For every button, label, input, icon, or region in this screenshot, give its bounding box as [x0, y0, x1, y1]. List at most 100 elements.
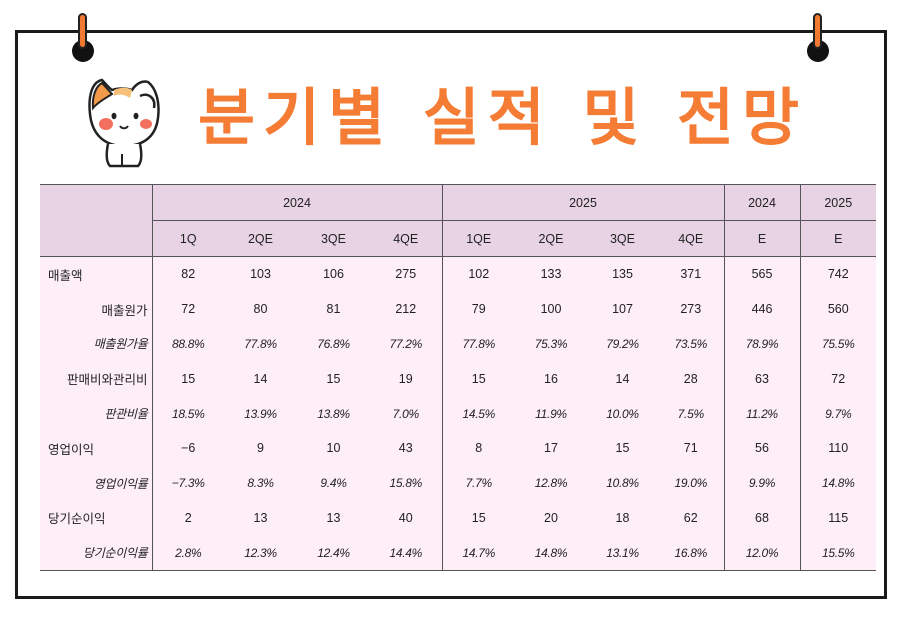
value-cell: 18.5% [152, 396, 224, 431]
value-cell: 75.3% [515, 326, 587, 362]
right-pin-clip-icon [813, 13, 822, 49]
value-cell: 72 [800, 361, 876, 397]
value-cell: 14.5% [442, 396, 515, 431]
table-row: 영업이익률 −7.3% 8.3% 9.4% 15.8% 7.7% 12.8% 10.8% 19.… [40, 465, 876, 501]
row-label: 판매비와관리비 [40, 361, 153, 397]
value-cell: 14.8% [515, 535, 587, 572]
value-cell: −7.3% [152, 465, 224, 501]
value-cell: 75.5% [800, 326, 876, 362]
value-cell: 12.3% [224, 535, 297, 572]
value-cell: 9.9% [724, 465, 801, 501]
table-body: 매출액 82 103 106 275 102 133 135 371 565 742 매출원가 72 80… [40, 256, 876, 572]
value-cell: 11.2% [724, 396, 801, 431]
period-cell: 2QE [515, 220, 587, 257]
value-cell: 14.4% [370, 535, 443, 572]
value-cell: 15 [297, 361, 370, 397]
value-cell: 16 [515, 361, 587, 397]
value-cell: 17 [515, 430, 587, 466]
value-cell: 77.2% [370, 326, 443, 362]
value-cell: 43 [370, 430, 443, 466]
value-cell: 15 [152, 361, 224, 397]
value-cell: 10 [297, 430, 370, 466]
value-cell: 18 [587, 500, 658, 536]
period-cell: 2QE [224, 220, 297, 257]
value-cell: 106 [297, 256, 370, 292]
value-cell: 7.5% [658, 396, 725, 431]
value-cell: 560 [800, 291, 876, 327]
value-cell: 15 [442, 500, 515, 536]
value-cell: 13.1% [587, 535, 658, 572]
value-cell: 275 [370, 256, 443, 292]
value-cell: 107 [587, 291, 658, 327]
value-cell: 103 [224, 256, 297, 292]
table-row: 영업이익 −6 9 10 43 8 17 15 71 56 110 [40, 430, 876, 466]
right-pin-icon [807, 40, 829, 62]
value-cell: 16.8% [658, 535, 725, 572]
period-cell: E [724, 220, 801, 257]
value-cell: 80 [224, 291, 297, 327]
period-cell: 3QE [587, 220, 658, 257]
value-cell: 9 [224, 430, 297, 466]
table-row: 매출원가 72 80 81 212 79 100 107 273 446 560 [40, 291, 876, 327]
value-cell: 79 [442, 291, 515, 327]
year-2024-quarterly: 2024 [152, 184, 443, 221]
value-cell: 19.0% [658, 465, 725, 501]
cat-mascot-icon [88, 78, 160, 168]
value-cell: 133 [515, 256, 587, 292]
value-cell: 7.7% [442, 465, 515, 501]
value-cell: 273 [658, 291, 725, 327]
value-cell: 9.4% [297, 465, 370, 501]
period-cell: 4QE [370, 220, 443, 257]
period-cell: 1Q [152, 220, 224, 257]
value-cell: 14.7% [442, 535, 515, 572]
row-label: 판관비율 [40, 396, 153, 431]
value-cell: 82 [152, 256, 224, 292]
value-cell: 12.4% [297, 535, 370, 572]
value-cell: −6 [152, 430, 224, 466]
value-cell: 100 [515, 291, 587, 327]
row-label: 영업이익률 [40, 465, 153, 501]
value-cell: 2 [152, 500, 224, 536]
value-cell: 8.3% [224, 465, 297, 501]
row-label: 매출액 [40, 256, 153, 292]
value-cell: 446 [724, 291, 801, 327]
table-row: 매출원가율 88.8% 77.8% 76.8% 77.2% 77.8% 75.3% 79.2%… [40, 326, 876, 362]
table-row: 당기순이익률 2.8% 12.3% 12.4% 14.4% 14.7% 14.8% 13.1%… [40, 535, 876, 572]
value-cell: 62 [658, 500, 725, 536]
value-cell: 63 [724, 361, 801, 397]
value-cell: 212 [370, 291, 443, 327]
year-2024-annual: 2024 [724, 184, 801, 221]
value-cell: 12.8% [515, 465, 587, 501]
table-row: 당기순이익 2 13 13 40 15 20 18 62 68 115 [40, 500, 876, 536]
value-cell: 19 [370, 361, 443, 397]
value-cell: 565 [724, 256, 801, 292]
row-label: 당기순이익률 [40, 535, 153, 572]
period-cell: 3QE [297, 220, 370, 257]
value-cell: 68 [724, 500, 801, 536]
value-cell: 8 [442, 430, 515, 466]
value-cell: 15.5% [800, 535, 876, 572]
value-cell: 13 [297, 500, 370, 536]
value-cell: 77.8% [224, 326, 297, 362]
value-cell: 40 [370, 500, 443, 536]
value-cell: 15 [442, 361, 515, 397]
row-label: 당기순이익 [40, 500, 153, 536]
value-cell: 71 [658, 430, 725, 466]
value-cell: 14 [587, 361, 658, 397]
value-cell: 12.0% [724, 535, 801, 572]
value-cell: 72 [152, 291, 224, 327]
value-cell: 13.8% [297, 396, 370, 431]
table-row: 판매비와관리비 15 14 15 19 15 16 14 28 63 72 [40, 361, 876, 397]
value-cell: 20 [515, 500, 587, 536]
value-cell: 2.8% [152, 535, 224, 572]
value-cell: 10.8% [587, 465, 658, 501]
year-2025-annual: 2025 [800, 184, 876, 221]
period-cell: 1QE [442, 220, 515, 257]
table-row: 매출액 82 103 106 275 102 133 135 371 565 742 [40, 256, 876, 292]
header-period-row: 1Q 2QE 3QE 4QE 1QE 2QE 3QE 4QE E E [40, 220, 876, 257]
financial-table: 2024 2025 2024 2025 1Q 2QE 3QE 4QE 1QE 2… [40, 184, 876, 572]
value-cell: 371 [658, 256, 725, 292]
value-cell: 76.8% [297, 326, 370, 362]
value-cell: 28 [658, 361, 725, 397]
value-cell: 56 [724, 430, 801, 466]
